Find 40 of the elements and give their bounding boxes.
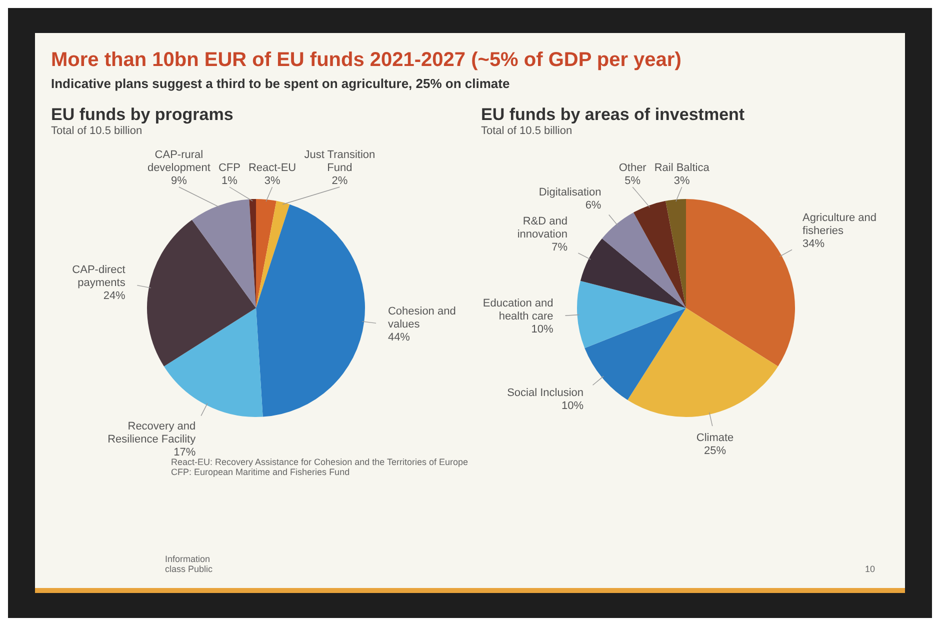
slice-label: R&D and innovation bbox=[517, 216, 568, 241]
text: 10 bbox=[864, 564, 875, 574]
data-label: 1% bbox=[221, 175, 238, 188]
chart-subtitle: Total of 10.5 billion bbox=[51, 125, 144, 137]
data-label: 10% bbox=[561, 400, 584, 412]
chart-title: EU funds by areas of investment bbox=[481, 105, 746, 125]
data-label: 3% bbox=[264, 175, 280, 188]
text: Indicative plans suggest a third to be spent on agriculture, 25% on climate bbox=[51, 76, 511, 91]
data-label: 17% bbox=[174, 446, 196, 459]
slice-label: Cohesion and values bbox=[388, 306, 456, 331]
text: More than 10bn EUR of EU funds 2021-2027 (~5% of GDP per year) bbox=[51, 49, 682, 72]
slice-label: Rail Baltica bbox=[654, 162, 710, 174]
data-label: 3% bbox=[674, 175, 690, 188]
chart-title: EU funds by programs bbox=[51, 105, 234, 125]
text: CFP: European Maritime and Fisheries Fund bbox=[171, 467, 351, 477]
slice-label: Other bbox=[618, 162, 647, 174]
data-label: 10% bbox=[531, 323, 554, 336]
slice-label: CFP bbox=[218, 162, 240, 174]
data-label: 2% bbox=[332, 175, 348, 188]
data-label: 34% bbox=[802, 238, 825, 250]
slice-label: Digitalisation bbox=[538, 186, 602, 199]
slice-label: CAP-rural development bbox=[147, 149, 210, 174]
data-label: 44% bbox=[388, 332, 410, 344]
slice-label: Recovery and Resilience Facility bbox=[108, 420, 196, 446]
slice-label: Social Inclusion bbox=[507, 386, 584, 399]
slice-label: Agriculture and fisheries bbox=[802, 212, 877, 237]
data-label: 9% bbox=[171, 175, 188, 188]
slice-label: Education and health care bbox=[482, 297, 554, 322]
data-label: 24% bbox=[103, 290, 126, 302]
data-label: 7% bbox=[552, 242, 568, 254]
slice-label: Climate bbox=[696, 432, 734, 444]
data-label: 25% bbox=[704, 444, 726, 457]
slice-label: CAP-direct payments bbox=[72, 264, 126, 290]
text: React-EU: Recovery Assistance for Cohesion and the Territories of Europe bbox=[171, 457, 468, 467]
chart-subtitle: Total of 10.5 billion bbox=[481, 125, 574, 137]
slice-label: React-EU bbox=[248, 162, 296, 174]
data-label: 5% bbox=[624, 175, 641, 188]
text: Information class Public bbox=[165, 554, 214, 574]
data-label: 6% bbox=[585, 200, 602, 212]
slice-label: Just Transition Fund bbox=[304, 149, 376, 174]
